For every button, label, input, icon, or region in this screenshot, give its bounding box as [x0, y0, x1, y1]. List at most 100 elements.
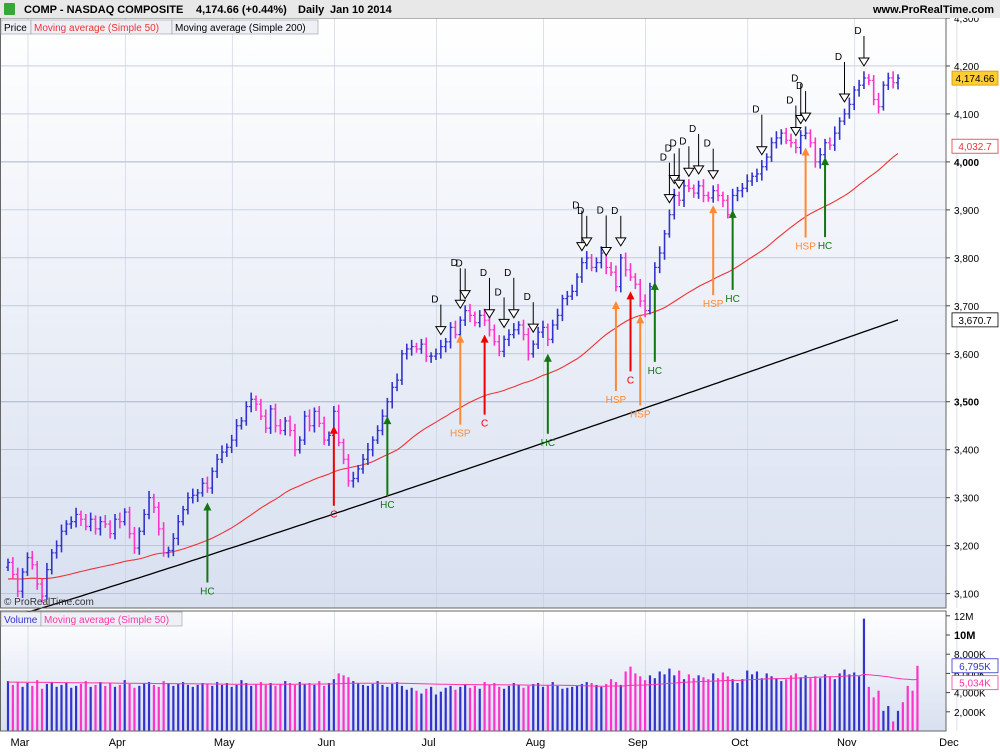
- legend-price-tag-label: Price: [4, 23, 27, 34]
- d-mark-triangle: [755, 146, 768, 156]
- legend-ma200-tag-label: Moving average (Simple 200): [175, 23, 306, 34]
- x-tick-label: Jun: [318, 737, 336, 749]
- price-tick-label: 3,900: [954, 206, 979, 217]
- annotation-label: HSP: [703, 299, 724, 310]
- price-tick-label: 3,600: [954, 350, 979, 361]
- x-tick-label: Aug: [526, 737, 546, 749]
- volume-ma-line: [7, 673, 918, 687]
- volume-ma-value-label: 5,034K: [959, 679, 991, 690]
- last-price-box: [951, 70, 999, 86]
- annotation-label: HC: [648, 366, 662, 377]
- annotation-label: HC: [725, 294, 739, 305]
- annotation-label: C: [330, 510, 337, 521]
- period-label: Daily: [298, 4, 325, 16]
- price-tick-label: 3,700: [954, 302, 979, 313]
- legend-volume-tag-label: Volume: [4, 615, 38, 626]
- volume-panel-border: [0, 610, 947, 732]
- d-mark-label: D: [456, 259, 463, 270]
- volume-tick-label: 2,000K: [954, 708, 986, 719]
- annotation-arrowhead: [821, 157, 830, 166]
- price-tick-label: 4,100: [954, 110, 979, 121]
- x-tick-label: Oct: [731, 737, 748, 749]
- symbol-quote: 4,174.66 (+0.44%): [196, 4, 287, 16]
- symbol-name: COMP - NASDAQ COMPOSITE: [24, 4, 183, 16]
- x-tick-label: Nov: [837, 737, 857, 749]
- price-tick-label: 4,300: [954, 14, 979, 25]
- annotation-arrowhead: [543, 353, 552, 362]
- volume-tick-label: 8,000K: [954, 650, 986, 661]
- price-tick-label: 3,400: [954, 446, 979, 457]
- annotation-arrowhead: [650, 281, 659, 290]
- volume-tick-label: 10M: [954, 630, 975, 642]
- annotation-arrowhead: [456, 334, 465, 343]
- copyright: © ProRealTime.com: [4, 597, 94, 608]
- annotation-label: HSP: [630, 409, 651, 420]
- d-mark-label: D: [577, 206, 584, 217]
- d-mark-triangle: [614, 237, 627, 247]
- annotation-arrowhead: [636, 315, 645, 324]
- d-mark-triangle: [692, 165, 705, 175]
- annotation-label: HSP: [795, 242, 816, 253]
- x-tick-label: Jul: [421, 737, 435, 749]
- price-tick-label: 4,000: [954, 158, 979, 169]
- d-mark-label: D: [431, 295, 438, 306]
- annotation-label: HSP: [450, 429, 471, 440]
- ma50-line: [7, 152, 899, 580]
- legend-ma50-tag-label: Moving average (Simple 50): [34, 23, 159, 34]
- annotation-label: HC: [200, 586, 214, 597]
- d-mark-label: D: [752, 105, 759, 116]
- d-mark-triangle: [483, 309, 496, 319]
- d-mark-triangle: [668, 174, 681, 185]
- ma200-line: [7, 319, 899, 619]
- x-tick-label: Dec: [939, 737, 959, 749]
- d-mark-triangle: [434, 326, 447, 336]
- d-mark-triangle: [580, 237, 593, 247]
- d-mark-triangle: [838, 93, 851, 103]
- d-mark-triangle: [673, 179, 686, 190]
- price-tick-label: 3,800: [954, 254, 979, 265]
- d-mark-label: D: [524, 292, 531, 303]
- annotation-arrowhead: [611, 301, 620, 310]
- d-mark-label: D: [611, 206, 618, 217]
- legend-volume-ma-tag: [40, 611, 183, 627]
- d-mark-triangle: [527, 323, 540, 334]
- d-mark-label: D: [796, 81, 803, 92]
- d-mark-triangle: [600, 246, 613, 257]
- d-mark-triangle: [459, 290, 472, 300]
- d-mark-label: D: [786, 96, 793, 107]
- price-tick-label: 3,200: [954, 542, 979, 553]
- d-mark-label: D: [665, 143, 672, 154]
- annotation-arrowhead: [203, 502, 212, 511]
- d-mark-label: D: [670, 138, 677, 149]
- x-tick-label: Mar: [11, 737, 30, 749]
- header-bar: [0, 0, 1000, 18]
- app-icon: [4, 3, 15, 15]
- d-mark-triangle: [575, 242, 588, 252]
- d-mark-triangle: [663, 194, 676, 204]
- d-mark-label: D: [660, 153, 667, 164]
- last-volume-box: [951, 658, 999, 674]
- volume-tick-label: 6,000K: [954, 669, 986, 680]
- annotation-label: HC: [380, 500, 394, 511]
- d-mark-label: D: [504, 268, 511, 279]
- price-tick-label: 3,300: [954, 494, 979, 505]
- d-mark-label: D: [494, 287, 501, 298]
- annotation-arrowhead: [626, 291, 635, 300]
- price-tick-label: 4,200: [954, 62, 979, 73]
- ma200-value-label: 3,670.7: [958, 316, 992, 327]
- d-mark-triangle: [454, 299, 467, 310]
- price-tick-label: 3,100: [954, 590, 979, 601]
- legend-ma200-tag: [171, 19, 319, 35]
- d-mark-triangle: [707, 170, 720, 180]
- site-label: www.ProRealTime.com: [872, 4, 994, 16]
- annotation-label: C: [627, 375, 634, 386]
- d-mark-triangle: [858, 57, 870, 67]
- x-tick-label: May: [214, 737, 235, 749]
- last-volume-label: 6,795K: [959, 662, 991, 673]
- annotation-arrowhead: [728, 209, 737, 218]
- d-mark-label: D: [597, 205, 604, 216]
- annotation-arrowhead: [480, 334, 489, 343]
- x-tick-label: Sep: [628, 737, 648, 749]
- annotation-label: HSP: [606, 395, 627, 406]
